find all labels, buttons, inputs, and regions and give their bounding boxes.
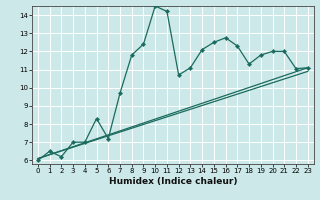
X-axis label: Humidex (Indice chaleur): Humidex (Indice chaleur) xyxy=(108,177,237,186)
